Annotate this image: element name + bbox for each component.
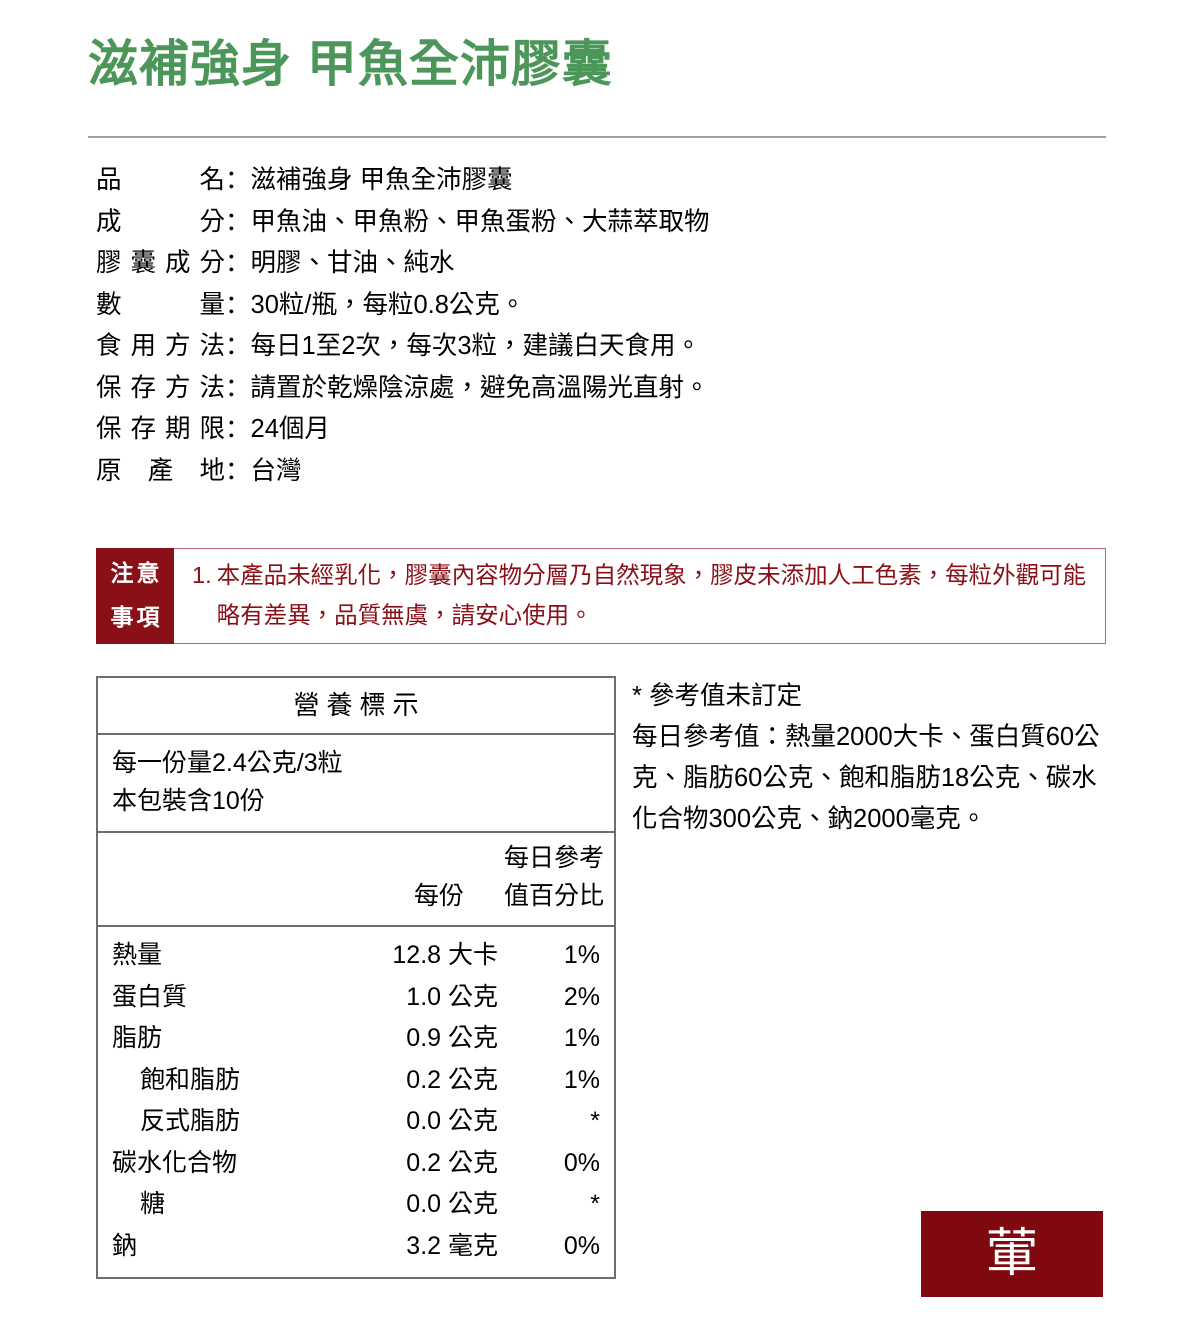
table-row: 飽和脂肪 0.2 公克 1% — [98, 1060, 614, 1102]
nutrient-percent: 1% — [563, 1024, 600, 1052]
info-colon: ： — [225, 415, 251, 443]
nutrient-name: 熱量 — [112, 941, 163, 969]
nutrient-amount: 3.2 毫克 — [406, 1231, 498, 1260]
notice-body: 1. 本產品未經乳化，膠囊內容物分層乃自然現象，膠皮未添加人工色素，每粒外觀可能… — [174, 549, 1105, 643]
nutrient-name: 蛋白質 — [112, 982, 188, 1011]
nutrient-amount: 0.0 公克 — [406, 1190, 498, 1218]
info-row-ingredients: 成分 ： 甲魚油、甲魚粉、甲魚蛋粉、大蒜萃取物 — [96, 202, 1106, 244]
info-colon: ： — [225, 456, 251, 485]
nutrient-name: 鈉 — [112, 1231, 138, 1260]
info-row-product-name: 品名 ： 滋補強身 甲魚全沛膠囊 — [96, 160, 1106, 202]
page-title: 滋補強身 甲魚全沛膠囊 — [88, 36, 613, 92]
nutrient-percent: 1% — [563, 1065, 600, 1094]
info-value: 甲魚油、甲魚粉、甲魚蛋粉、大蒜萃取物 — [250, 207, 710, 236]
column-header-per-serving: 每份 — [413, 882, 464, 910]
info-row-shelf-life: 保存期限 ： 24個月 — [96, 409, 1106, 451]
table-row: 脂肪 0.9 公克 1% — [98, 1018, 614, 1060]
nutrient-percent: 1% — [563, 941, 600, 969]
nutrient-name: 反式脂肪 — [140, 1107, 241, 1135]
info-label: 數量 — [96, 290, 225, 319]
notice-tag-line-2: 事項 — [110, 604, 163, 630]
servings-per-pack: 本包裝含10份 — [112, 787, 265, 815]
info-row-storage: 保存方法 ： 請置於乾燥陰涼處，避免高溫陽光直射。 — [96, 368, 1106, 410]
nutrient-name: 脂肪 — [112, 1024, 163, 1052]
notice-item: 1. 本產品未經乳化，膠囊內容物分層乃自然現象，膠皮未添加人工色素，每粒外觀可能… — [192, 555, 1095, 635]
page-title-block: 滋補強身 甲魚全沛膠囊 — [88, 36, 1106, 92]
info-colon: ： — [225, 290, 251, 319]
info-value: 滋補強身 甲魚全沛膠囊 — [250, 166, 513, 194]
nutrient-name: 碳水化合物 — [112, 1148, 238, 1177]
nutrient-amount: 0.9 公克 — [406, 1024, 498, 1052]
note-reference-undefined: * 參考值未訂定 — [632, 682, 803, 710]
info-label: 保存期限 — [96, 415, 225, 443]
nutrient-amount: 0.2 公克 — [406, 1148, 498, 1177]
info-value: 台灣 — [250, 456, 302, 485]
info-row-capsule-ingredients: 膠囊成分 ： 明膠、甘油、純水 — [96, 243, 1106, 285]
nutrient-amount: 0.0 公克 — [406, 1107, 498, 1135]
serving-size: 每一份量2.4公克/3粒 — [112, 749, 343, 777]
info-value: 每日1至2次，每次3粒，建議白天食用。 — [250, 332, 702, 360]
note-daily-values: 每日參考值：熱量2000大卡、蛋白質60公克、脂肪60公克、飽和脂肪18公克、碳… — [632, 723, 1100, 833]
notice-box: 注意 事項 1. 本產品未經乳化，膠囊內容物分層乃自然現象，膠皮未添加人工色素，… — [96, 548, 1106, 644]
nutrient-percent: 2% — [563, 982, 600, 1011]
info-colon: ： — [225, 166, 251, 194]
info-row-directions: 食用方法 ： 每日1至2次，每次3粒，建議白天食用。 — [96, 326, 1106, 368]
info-row-quantity: 數量 ： 30粒/瓶，每粒0.8公克。 — [96, 285, 1106, 327]
nutrient-amount: 1.0 公克 — [406, 982, 498, 1011]
table-row: 反式脂肪 0.0 公克 * — [98, 1101, 614, 1143]
product-info-list: 品名 ： 滋補強身 甲魚全沛膠囊 成分 ： 甲魚油、甲魚粉、甲魚蛋粉、大蒜萃取物… — [96, 160, 1106, 492]
info-row-origin: 原產地 ： 台灣 — [96, 451, 1106, 493]
nutrient-percent: 0% — [563, 1148, 600, 1177]
info-value: 30粒/瓶，每粒0.8公克。 — [250, 290, 526, 319]
info-label: 食用方法 — [96, 332, 225, 360]
table-row: 碳水化合物 0.2 公克 0% — [98, 1143, 614, 1185]
notice-tag-line-1: 注意 — [110, 560, 163, 586]
nutrition-table-title: 營養標示 — [98, 678, 614, 735]
info-value: 24個月 — [250, 415, 330, 443]
column-header-percent-value: 值百分比 — [503, 882, 604, 910]
info-colon: ： — [225, 249, 251, 277]
title-divider — [88, 136, 1106, 138]
info-label: 品名 — [96, 166, 225, 194]
info-label: 膠囊成分 — [96, 249, 225, 277]
nutrition-serving-block: 每一份量2.4公克/3粒 本包裝含10份 — [98, 735, 614, 833]
non-vegetarian-badge: 葷 — [921, 1211, 1103, 1297]
info-label: 成分 — [96, 207, 225, 236]
info-label: 保存方法 — [96, 373, 225, 402]
nutrient-percent: 0% — [563, 1231, 600, 1260]
nutrient-percent: * — [590, 1190, 600, 1218]
notice-item-number: 1. — [192, 562, 212, 588]
info-colon: ： — [225, 373, 251, 402]
nutrition-notes: * 參考值未訂定 每日參考值：熱量2000大卡、蛋白質60公克、脂肪60公克、飽… — [632, 676, 1106, 840]
nutrition-column-headers: 每日參考 每份 值百分比 — [98, 833, 614, 927]
notice-item-text: 本產品未經乳化，膠囊內容物分層乃自然現象，膠皮未添加人工色素，每粒外觀可能略有差… — [216, 562, 1087, 628]
info-colon: ： — [225, 332, 251, 360]
nutrient-name: 飽和脂肪 — [140, 1065, 241, 1094]
info-value: 請置於乾燥陰涼處，避免高溫陽光直射。 — [250, 373, 710, 402]
table-row: 鈉 3.2 毫克 0% — [98, 1226, 614, 1268]
info-colon: ： — [225, 207, 251, 236]
info-value: 明膠、甘油、純水 — [250, 249, 455, 277]
table-row: 糖 0.0 公克 * — [98, 1184, 614, 1226]
table-row: 蛋白質 1.0 公克 2% — [98, 977, 614, 1019]
info-label: 原產地 — [96, 456, 225, 485]
notice-tag: 注意 事項 — [96, 548, 174, 644]
nutrient-name: 糖 — [140, 1190, 166, 1218]
nutrient-amount: 0.2 公克 — [406, 1065, 498, 1094]
nutrient-amount: 12.8 大卡 — [392, 941, 498, 969]
nutrition-rows: 熱量 12.8 大卡 1% 蛋白質 1.0 公克 2% 脂肪 0.9 公克 1%… — [98, 927, 614, 1277]
nutrition-facts-table: 營養標示 每一份量2.4公克/3粒 本包裝含10份 每日參考 每份 值百分比 熱… — [96, 676, 616, 1279]
table-row: 熱量 12.8 大卡 1% — [98, 935, 614, 977]
column-header-daily-reference: 每日參考 — [503, 844, 604, 872]
nutrient-percent: * — [590, 1107, 600, 1135]
